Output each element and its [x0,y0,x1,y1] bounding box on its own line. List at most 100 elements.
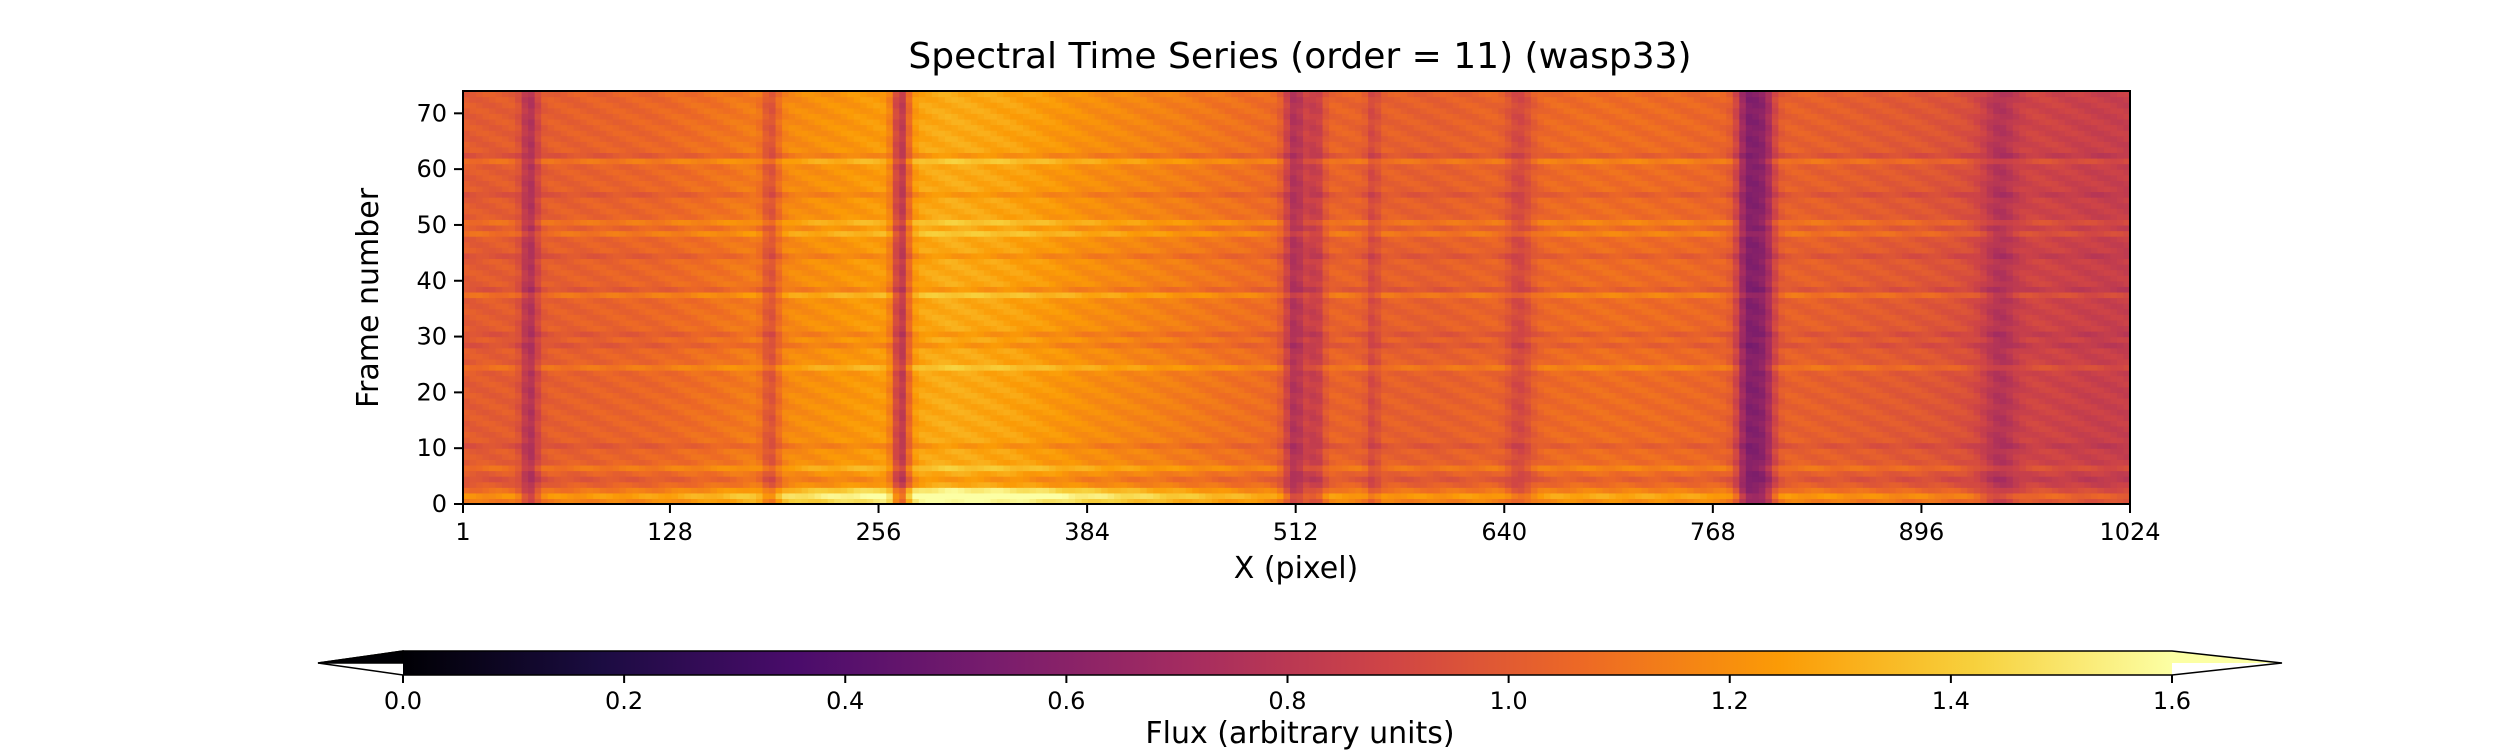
heatmap-cell [1127,459,1134,465]
heatmap-cell [1336,482,1343,488]
heatmap-cell [1720,493,1727,499]
heatmap-cell [893,493,900,499]
heatmap-cell [1961,437,1968,443]
heatmap-cell [1655,448,1662,454]
heatmap-cell [1980,437,1987,443]
heatmap-cell [1492,465,1499,471]
heatmap-cell [1980,454,1987,460]
heatmap-cell [1570,476,1577,482]
heatmap-cell [912,493,919,499]
heatmap-cell [548,454,555,460]
heatmap-cell [1231,487,1238,493]
heatmap-cell [1772,448,1779,454]
heatmap-cell [671,437,678,443]
heatmap-cell [1127,471,1134,477]
heatmap-cell [1127,437,1134,443]
heatmap-cell [593,476,600,482]
heatmap-cell [815,437,822,443]
heatmap-cell [1238,465,1245,471]
heatmap-cell [509,465,516,471]
heatmap-cell [1544,493,1551,499]
heatmap-cell [776,482,783,488]
heatmap-cell [1889,476,1896,482]
heatmap-cell [1642,465,1649,471]
heatmap-cell [1342,437,1349,443]
heatmap-cell [1336,487,1343,493]
heatmap-cell [906,482,913,488]
heatmap-cell [1095,487,1102,493]
heatmap-cell [834,482,841,488]
heatmap-cell [1049,448,1056,454]
heatmap-cell [1798,454,1805,460]
heatmap-cell [1238,471,1245,477]
heatmap-cell [1192,465,1199,471]
heatmap-cell [704,476,711,482]
heatmap-cell [1863,465,1870,471]
heatmap-cell [1381,476,1388,482]
heatmap-cell [580,437,587,443]
heatmap-cell [1616,482,1623,488]
heatmap-cell [691,437,698,443]
heatmap-cell [1231,443,1238,449]
heatmap-cell [1270,448,1277,454]
heatmap-cell [1394,471,1401,477]
heatmap-cell [710,476,717,482]
heatmap-cell [1648,443,1655,449]
heatmap-cell [938,465,945,471]
heatmap-cell [1609,465,1616,471]
heatmap-cell [1244,471,1251,477]
heatmap-cell [1863,493,1870,499]
heatmap-cell [886,493,893,499]
heatmap-cell [1524,487,1531,493]
heatmap-cell [932,437,939,443]
heatmap-cell [1739,476,1746,482]
heatmap-cell [1147,437,1154,443]
heatmap-cell [1544,482,1551,488]
heatmap-cell [1993,493,2000,499]
heatmap-cell [1270,471,1277,477]
heatmap-cell [528,482,535,488]
heatmap-cell [2045,454,2052,460]
heatmap-cell [1563,487,1570,493]
heatmap-cell [1173,459,1180,465]
heatmap-cell [1316,443,1323,449]
heatmap-cell [1244,443,1251,449]
heatmap-cell [828,493,835,499]
heatmap-cell [1062,454,1069,460]
heatmap-cell [1238,454,1245,460]
heatmap-cell [1244,476,1251,482]
heatmap-cell [535,465,542,471]
heatmap-cell [925,454,932,460]
heatmap-cell [1479,443,1486,449]
heatmap-cell [1850,459,1857,465]
heatmap-cell [945,437,952,443]
heatmap-cell [795,476,802,482]
heatmap-cell [1166,476,1173,482]
heatmap-cell [1824,443,1831,449]
heatmap-cell [1069,482,1076,488]
heatmap-cell [1199,443,1206,449]
heatmap-cell [723,443,730,449]
heatmap-cell [1681,493,1688,499]
heatmap-cell [815,487,822,493]
heatmap-cell [1043,493,1050,499]
heatmap-cell [1446,493,1453,499]
heatmap-cell [795,471,802,477]
heatmap-cell [886,454,893,460]
heatmap-cell [1694,487,1701,493]
heatmap-cell [515,493,522,499]
heatmap-cell [665,493,672,499]
heatmap-cell [1310,476,1317,482]
heatmap-cell [750,471,757,477]
heatmap-cell [1303,448,1310,454]
heatmap-cell [1674,471,1681,477]
heatmap-cell [1427,487,1434,493]
heatmap-cell [1928,454,1935,460]
heatmap-cell [1459,471,1466,477]
heatmap-cell [710,437,717,443]
heatmap-cell [1388,476,1395,482]
heatmap-cell [658,487,665,493]
heatmap-cell [1257,437,1264,443]
heatmap-cell [1635,487,1642,493]
heatmap-cell [652,482,659,488]
